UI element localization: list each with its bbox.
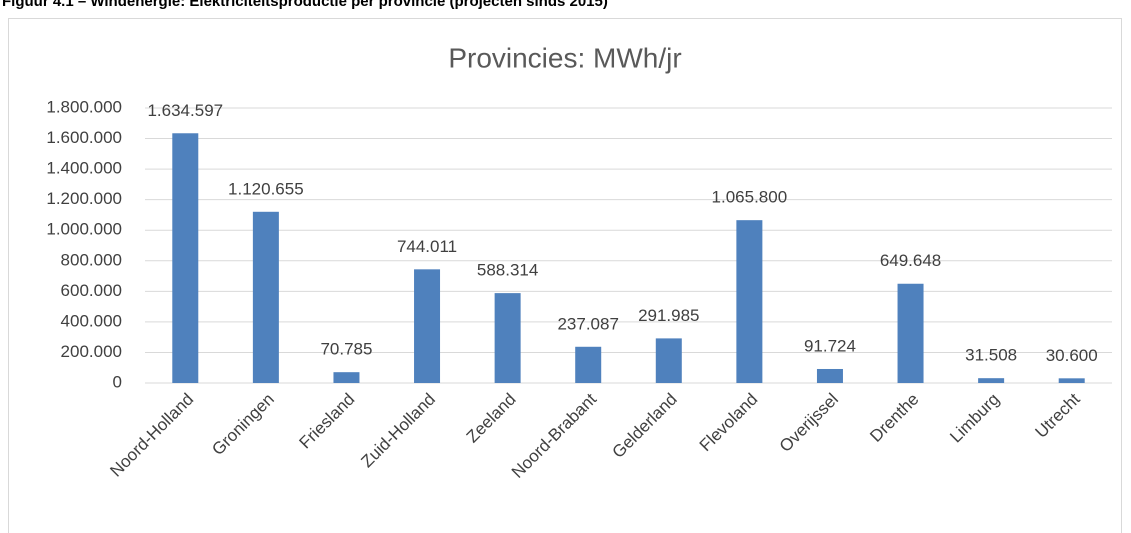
- bar: [252, 211, 279, 383]
- y-tick-label: 600.000: [61, 281, 122, 300]
- bar: [897, 283, 924, 383]
- y-tick-label: 1.000.000: [46, 220, 122, 239]
- data-label: 1.634.597: [147, 101, 223, 120]
- data-label: 1.065.800: [712, 188, 788, 207]
- bar: [655, 338, 682, 383]
- bar: [736, 220, 763, 383]
- bar: [494, 293, 521, 383]
- data-label: 91.724: [804, 336, 856, 355]
- y-tick-label: 1.600.000: [46, 128, 122, 147]
- data-label: 70.785: [320, 340, 372, 359]
- bar: [575, 346, 602, 383]
- data-label: 744.011: [397, 237, 457, 256]
- chart-title: Provincies: MWh/jr: [448, 42, 681, 73]
- bar: [333, 372, 360, 383]
- figure-caption: Figuur 4.1 – Windenergie: Elektriciteits…: [2, 0, 608, 10]
- data-label: 649.648: [880, 251, 941, 270]
- y-tick-label: 800.000: [61, 250, 122, 269]
- data-label: 30.600: [1046, 346, 1098, 365]
- bar: [172, 133, 199, 383]
- bar: [414, 269, 441, 383]
- y-tick-label: 1.400.000: [46, 159, 122, 178]
- bar: [816, 368, 843, 383]
- y-tick-label: 400.000: [61, 311, 122, 330]
- y-tick-label: 1.800.000: [46, 97, 122, 116]
- data-label: 31.508: [965, 346, 1017, 365]
- y-tick-label: 200.000: [61, 342, 122, 361]
- y-tick-label: 0: [113, 372, 122, 391]
- bar: [978, 378, 1005, 383]
- bar: [1058, 378, 1085, 383]
- data-label: 291.985: [638, 306, 699, 325]
- data-label: 588.314: [477, 261, 538, 280]
- data-label: 1.120.655: [228, 179, 304, 198]
- y-tick-label: 1.200.000: [46, 189, 122, 208]
- data-label: 237.087: [557, 314, 618, 333]
